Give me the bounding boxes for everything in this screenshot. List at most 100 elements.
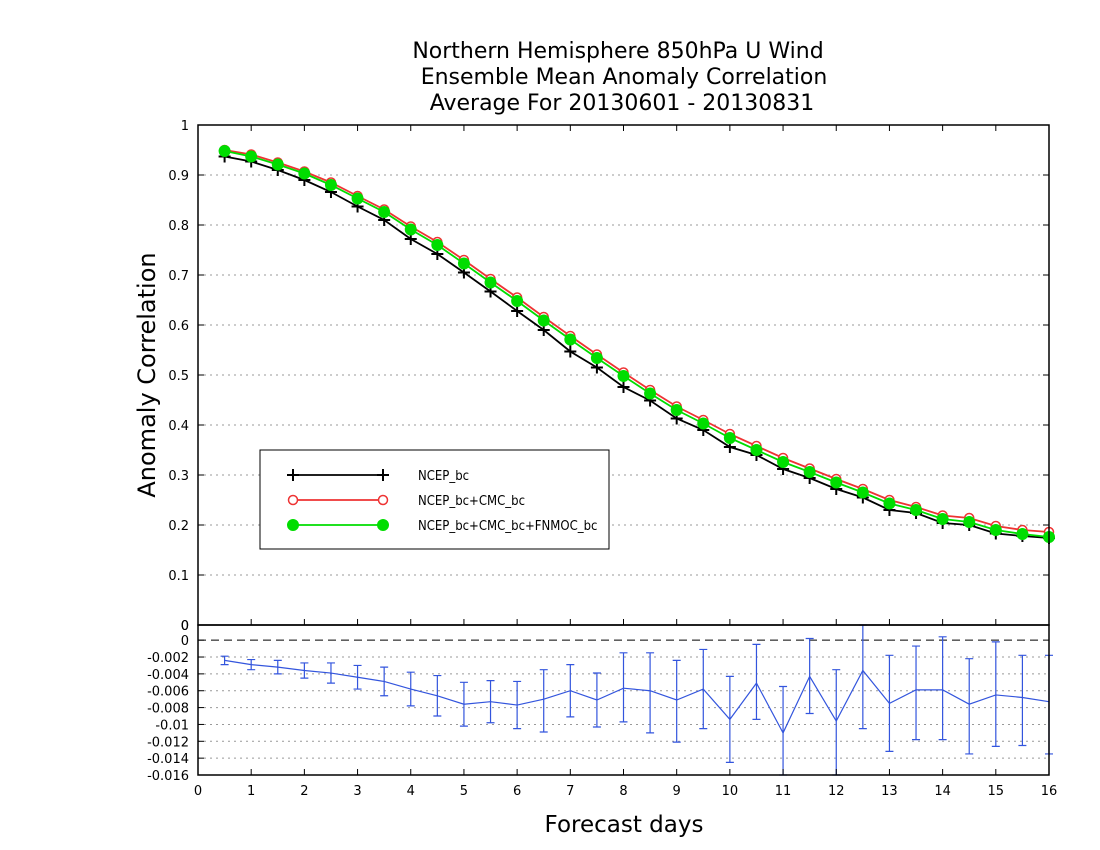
x-tick-label: 10 [722,784,739,799]
y-tick-label: -0.012 [147,735,189,750]
error-bar [247,658,256,671]
error-bar [353,664,362,690]
y-axis-label: Anomaly Correlation [133,252,161,497]
y-tick-label: -0.016 [147,769,189,784]
x-tick-label: 15 [988,784,1005,799]
y-tick-label: 0.8 [168,219,189,234]
data-point [511,295,524,307]
data-point [564,345,577,358]
error-bar [965,658,974,755]
data-point [431,239,444,251]
data-point [856,486,869,499]
data-point [404,223,417,236]
difference-y-axis-ticks: 00 -0.002 -0.004 -0.006 -0.008-0.01 -0.012 -0.… [147,619,204,784]
data-point [1016,528,1029,540]
series-3 [218,145,1055,543]
error-bar [592,672,601,728]
x-tick-label: 0 [194,784,202,799]
data-point [803,466,816,478]
legend-label: NCEP_bc+CMC_bc [418,494,525,509]
x-tick-label: 7 [566,784,574,799]
difference-plot-series [220,624,1053,776]
error-bar [566,664,575,718]
legend-marker [287,494,299,506]
y-tick-label: -0.006 [147,685,189,700]
data-point [218,145,231,157]
x-tick-label: 16 [1041,784,1058,799]
data-point [324,179,337,191]
error-bar [646,652,655,734]
x-tick-label: 2 [300,784,308,799]
legend: NCEP_bc NCEP_bc+CMC_bc NCEP_bc+CMC_bc+FNMO… [259,449,610,550]
data-point [537,314,550,327]
main-plot-series [218,144,1055,544]
main-y-axis-ticks: 0 0.1 0.2 0.3 0.4 0.5 0.6 0.7 0.8 0.9 1 [168,119,1049,634]
data-point [617,381,630,393]
main-plot-gridlines [198,174,1049,576]
x-tick-label: 5 [460,784,468,799]
y-tick-label: 0 [181,634,189,649]
error-bar [805,637,814,715]
data-point [723,432,736,444]
data-point [936,513,949,525]
error-bar [912,645,921,741]
legend-label: NCEP_bc+CMC_bc+FNMOC_bc [418,519,597,534]
data-point [670,404,683,416]
chart-title-line-3: Average For 20130601 - 20130831 [430,91,815,116]
error-bar [699,648,708,730]
chart-title-line-2: Ensemble Mean Anomaly Correlation [421,65,828,90]
data-point [750,444,763,456]
x-tick-label: 3 [353,784,361,799]
data-point [271,158,284,171]
error-bar [832,669,841,776]
data-point [644,387,657,400]
error-bar [433,674,442,717]
error-bar [380,666,389,697]
error-bar [1018,654,1027,747]
y-tick-label: 0.9 [168,169,189,184]
y-tick-label: -0.008 [147,702,189,717]
data-point [298,167,311,180]
error-bar [991,641,1000,747]
error-bar [752,643,761,720]
y-tick-label: 0.1 [168,569,189,584]
y-tick-label: 0.2 [168,519,189,534]
data-point [830,476,843,489]
data-point [457,257,470,270]
legend-item-2: NCEP_bc+CMC_bc [287,494,525,509]
y-tick-label: -0.004 [147,668,189,683]
legend-marker [377,519,389,531]
y-tick-label: 0 [181,619,189,634]
error-bar [672,659,681,743]
x-tick-label: 1 [247,784,255,799]
legend-label: NCEP_bc [418,469,469,484]
x-axis-ticks: 0 1 2 3 4 5 6 7 8 9 10 11 12 13 14 15 16 [194,125,1057,799]
difference-series [220,624,1053,776]
x-tick-label: 6 [513,784,521,799]
error-bar [938,636,947,741]
error-bar [619,652,628,723]
error-bar [725,675,734,763]
data-point [351,192,364,205]
y-tick-label: 0 [181,619,189,634]
error-bar [885,654,894,753]
chart-title-line-1: Northern Hemisphere 850hPa U Wind [412,39,823,64]
data-point [697,417,710,430]
legend-marker [287,469,299,481]
data-point [989,524,1002,536]
error-bar [513,680,522,730]
error-bar [220,655,229,666]
data-point [245,150,258,163]
error-bar [486,680,495,724]
y-tick-label: -0.01 [155,718,189,733]
legend-item-3: NCEP_bc+CMC_bc+FNMOC_bc [287,519,597,534]
data-point [378,206,391,218]
x-tick-label: 8 [619,784,627,799]
data-point [617,370,630,382]
x-tick-label: 9 [673,784,681,799]
y-tick-label: 0.3 [168,469,189,484]
x-tick-label: 14 [934,784,951,799]
y-tick-label: 0.7 [168,269,189,284]
error-bar [779,685,788,776]
